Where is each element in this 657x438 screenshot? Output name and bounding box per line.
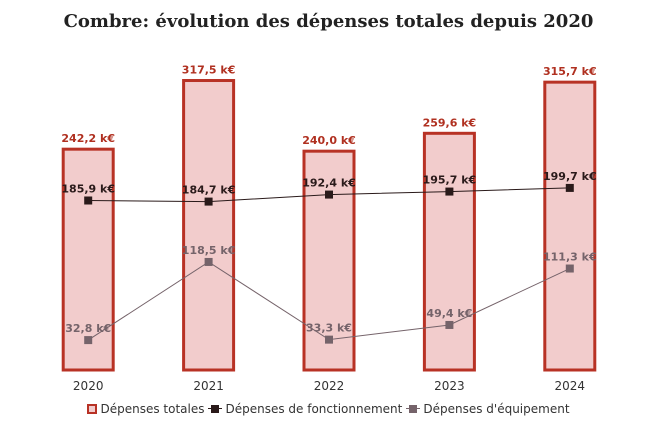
point-label-equipement-2021: 118,5 k€ [182, 244, 236, 257]
bar-2021 [182, 79, 236, 372]
legend-label-totales: Dépenses totales [100, 402, 205, 416]
legend-item-totales[interactable]: Dépenses totales [87, 402, 204, 416]
point-equipement-2024 [565, 264, 574, 273]
bar-2022 [302, 149, 356, 372]
bar-2023 [422, 131, 476, 372]
point-label-equipement-2020: 32,8 k€ [65, 322, 111, 335]
x-tick-2020: 2020 [73, 379, 104, 393]
bar-2020 [61, 147, 115, 372]
point-fonctionnement-2024 [565, 183, 574, 192]
point-label-fonctionnement-2022: 192,4 k€ [302, 177, 356, 190]
point-equipement-2022 [325, 335, 333, 344]
bar-label-2023: 259,6 k€ [423, 116, 477, 129]
point-equipement-2020 [84, 336, 93, 345]
x-tick-2024: 2024 [555, 379, 586, 393]
point-label-equipement-2023: 49,4 k€ [426, 307, 472, 320]
x-tick-2023: 2023 [434, 379, 465, 393]
point-fonctionnement-2023 [445, 187, 454, 196]
legend-item-fonctionnement[interactable]: Dépenses de fonctionnement [208, 402, 402, 416]
chart-title: Combre: évolution des dépenses totales d… [63, 11, 594, 32]
bar-label-2024: 315,7 k€ [543, 65, 597, 78]
point-equipement-2023 [445, 320, 454, 329]
legend-item-equipement[interactable]: Dépenses d'équipement [406, 402, 570, 416]
x-tick-2022: 2022 [314, 379, 345, 393]
legend-swatch-fonctionnement [208, 405, 223, 413]
bar-2024 [543, 80, 597, 372]
bar-label-2021: 317,5 k€ [182, 64, 236, 77]
point-label-equipement-2022: 33,3 k€ [306, 322, 352, 335]
point-equipement-2021 [204, 257, 213, 266]
legend-swatch-totales [87, 404, 98, 414]
point-fonctionnement-2021 [204, 197, 213, 206]
point-fonctionnement-2020 [84, 196, 93, 205]
legend: Dépenses totales Dépenses de fonctionnem… [0, 402, 657, 416]
point-label-equipement-2024: 111,3 k€ [543, 251, 597, 264]
point-fonctionnement-2022 [325, 190, 333, 199]
bar-label-2020: 242,2 k€ [61, 132, 115, 145]
point-label-fonctionnement-2023: 195,7 k€ [423, 174, 477, 187]
point-label-fonctionnement-2021: 184,7 k€ [182, 184, 236, 197]
point-label-fonctionnement-2020: 185,9 k€ [61, 183, 115, 196]
point-label-fonctionnement-2024: 199,7 k€ [543, 170, 597, 183]
x-tick-2021: 2021 [193, 379, 224, 393]
legend-label-fonctionnement: Dépenses de fonctionnement [225, 402, 403, 416]
bar-label-2022: 240,0 k€ [302, 134, 356, 147]
legend-swatch-equipement [406, 405, 421, 413]
legend-label-equipement: Dépenses d'équipement [423, 402, 570, 416]
